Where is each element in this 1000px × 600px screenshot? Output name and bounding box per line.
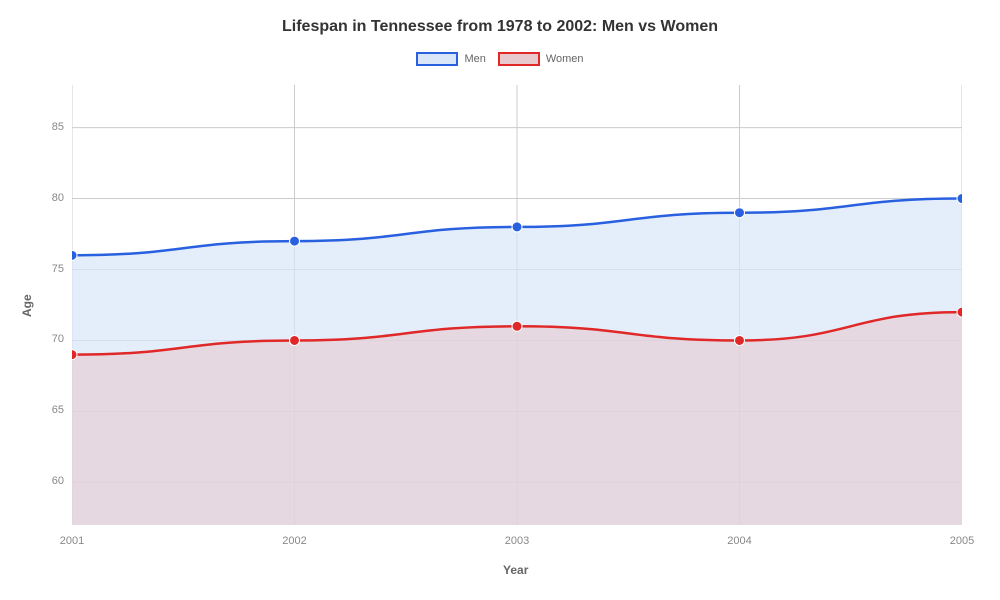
x-axis-label: Year — [503, 563, 528, 577]
x-tick-label: 2002 — [275, 535, 315, 547]
legend-swatch-women — [498, 52, 540, 66]
legend-label-men: Men — [464, 53, 485, 65]
y-tick-label: 85 — [34, 121, 64, 133]
y-axis-label: Age — [20, 294, 34, 317]
chart-legend: Men Women — [0, 52, 1000, 66]
legend-item-women: Women — [498, 52, 584, 66]
x-tick-label: 2001 — [52, 535, 92, 547]
x-tick-label: 2003 — [497, 535, 537, 547]
legend-item-men: Men — [416, 52, 485, 66]
chart-container: Lifespan in Tennessee from 1978 to 2002:… — [0, 0, 1000, 600]
y-tick-label: 70 — [34, 333, 64, 345]
legend-label-women: Women — [546, 53, 584, 65]
y-tick-label: 65 — [34, 404, 64, 416]
y-tick-label: 80 — [34, 192, 64, 204]
chart-plot-area — [72, 85, 962, 525]
y-tick-label: 75 — [34, 263, 64, 275]
x-tick-label: 2005 — [942, 535, 982, 547]
legend-swatch-men — [416, 52, 458, 66]
y-tick-label: 60 — [34, 475, 64, 487]
chart-title: Lifespan in Tennessee from 1978 to 2002:… — [0, 18, 1000, 36]
x-tick-label: 2004 — [720, 535, 760, 547]
